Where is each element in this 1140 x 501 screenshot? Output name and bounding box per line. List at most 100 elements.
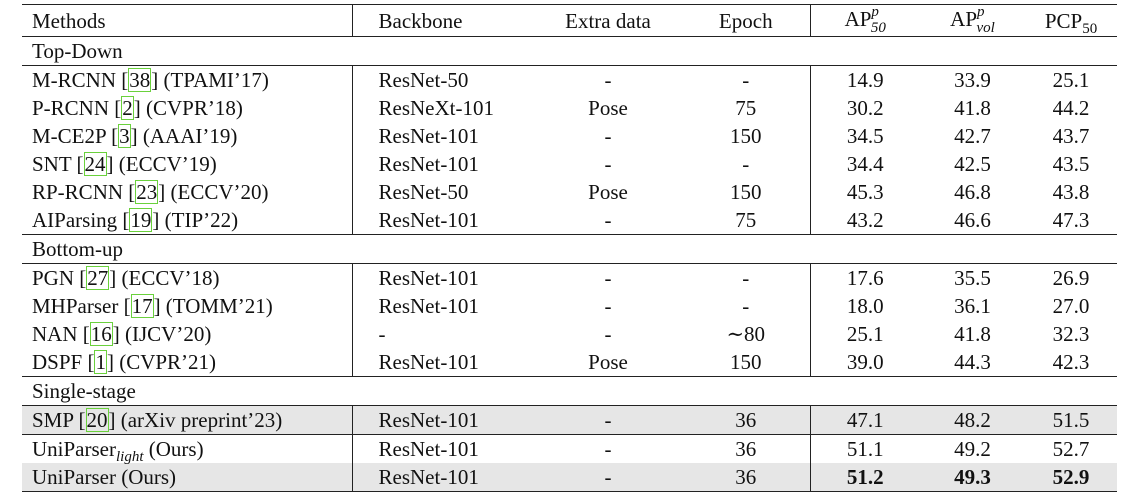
epoch-cell: 36 [682,434,811,463]
method-cell: AIParsing [19] (TIP’22) [22,206,353,235]
method-cell: SMP [20] (arXiv preprint’23) [22,405,353,435]
table-row: MHParser [17] (TOMM’21) ResNet-101 - - 18.0 3… [22,292,1117,320]
extra-data-cell: - [604,124,612,148]
ap50-cell: 45.3 [846,180,884,204]
extra-data-cell: - [604,152,612,176]
apvol-cell: 48.2 [920,405,1025,435]
epoch-cell: 150 [682,122,811,150]
table-row: DSPF [1] (CVPR’21) ResNet-101 Pose 150 39.0 4… [22,348,1117,377]
ap50-cell: 18.0 [846,294,884,318]
pcp50-cell: 32.3 [1052,322,1090,346]
pcp50-cell: 51.5 [1025,405,1117,435]
pcp50-cell: 25.1 [1052,68,1090,92]
group-single-stage: Single-stage [22,376,1117,406]
extra-data-cell: Pose [588,350,628,374]
table-row-uniparser-light: UniParserlight (Ours) ResNet-101 - 36 51… [22,434,1117,465]
extra-data-cell: - [604,208,612,232]
backbone-cell: ResNet-101 [352,405,534,435]
extra-data-cell: - [534,463,682,492]
table-row: NAN [16] (IJCV’20) - - ∼80 25.1 41.8 32.3 [22,320,1117,348]
epoch-cell: - [682,150,811,178]
ap50-cell: 39.0 [846,350,884,374]
backbone-cell: - [378,322,386,346]
pcp50-cell: 26.9 [1052,266,1090,290]
citation-link[interactable]: 17 [130,294,154,318]
extra-data-cell: - [534,405,682,435]
backbone-cell: ResNeXt-101 [378,96,494,120]
header-pcp50: PCP50 [1025,4,1117,37]
table-row-smp: SMP [20] (arXiv preprint’23) ResNet-101 … [22,405,1117,435]
pcp50-cell: 52.7 [1025,434,1117,463]
header-methods: Methods [22,4,353,37]
pcp50-cell: 43.8 [1052,180,1090,204]
ap50-cell: 34.4 [846,152,884,176]
results-table: Methods Backbone Extra data Epoch APp50 … [22,4,1117,492]
apvol-cell: 44.3 [954,350,991,374]
apvol-cell: 41.8 [954,322,991,346]
backbone-cell: ResNet-101 [378,350,479,374]
ap50-cell: 17.6 [846,266,884,290]
citation-link[interactable]: 38 [128,68,152,92]
header-backbone: Backbone [352,4,534,37]
ap50-cell: 47.1 [810,405,920,435]
epoch-cell: - [682,263,811,292]
epoch-cell: 150 [682,178,811,206]
backbone-cell: ResNet-101 [378,294,479,318]
ap50-cell: 30.2 [846,96,884,120]
pcp50-cell: 52.9 [1025,463,1117,492]
citation-link[interactable]: 20 [85,408,109,432]
backbone-cell: ResNet-101 [378,124,479,148]
citation-link[interactable]: 19 [129,208,153,232]
method-cell: PGN [27] (ECCV’18) [22,263,353,292]
extra-data-cell: - [604,68,612,92]
method-cell: UniParser (Ours) [22,463,353,492]
pcp50-cell: 43.7 [1052,124,1090,148]
citation-link[interactable]: 2 [121,96,134,120]
method-cell: M-CE2P [3] (AAAI’19) [22,122,353,150]
header-extra-data: Extra data [534,4,682,37]
header-epoch: Epoch [682,4,811,37]
table-row-uniparser: UniParser (Ours) ResNet-101 - 36 51.2 49… [22,463,1117,492]
ap50-cell: 51.2 [810,463,920,492]
pcp50-cell: 43.5 [1052,152,1090,176]
table-row: M-CE2P [3] (AAAI’19) ResNet-101 - 150 34.5 42… [22,122,1117,150]
citation-link[interactable]: 3 [118,124,131,148]
epoch-cell: 36 [682,463,811,492]
backbone-cell: ResNet-101 [378,266,479,290]
citation-link[interactable]: 16 [89,322,113,346]
apvol-cell: 46.8 [954,180,991,204]
method-cell: MHParser [17] (TOMM’21) [22,292,353,320]
citation-link[interactable]: 23 [135,180,159,204]
method-cell: RP-RCNN [23] (ECCV’20) [22,178,353,206]
header-ap50: APp50 [810,4,920,37]
extra-data-cell: Pose [588,180,628,204]
header-row: Methods Backbone Extra data Epoch APp50 … [22,4,1117,37]
epoch-cell: 75 [682,94,811,122]
epoch-cell: 75 [682,206,811,235]
citation-link[interactable]: 1 [94,350,107,374]
results-table-container: Methods Backbone Extra data Epoch APp50 … [22,4,1117,492]
pcp50-cell: 47.3 [1052,208,1090,232]
method-cell: P-RCNN [2] (CVPR’18) [22,94,353,122]
epoch-cell: 36 [682,405,811,435]
epoch-cell: 150 [682,348,811,377]
header-apvol: APpvol [920,4,1025,37]
table-row: PGN [27] (ECCV’18) ResNet-101 - - 17.6 35.5 26… [22,263,1117,292]
table-row: M-RCNN [38] (TPAMI’17) ResNet-50 - - 14.9 33.… [22,65,1117,94]
apvol-cell: 41.8 [954,96,991,120]
apvol-cell: 42.7 [954,124,991,148]
backbone-cell: ResNet-101 [378,208,479,232]
citation-link[interactable]: 24 [83,152,107,176]
apvol-cell: 36.1 [954,294,991,318]
apvol-cell: 33.9 [954,68,991,92]
epoch-cell: - [682,292,811,320]
pcp50-cell: 44.2 [1052,96,1090,120]
pcp50-cell: 27.0 [1052,294,1090,318]
citation-link[interactable]: 27 [86,266,110,290]
backbone-cell: ResNet-50 [378,180,469,204]
table-row: AIParsing [19] (TIP’22) ResNet-101 - 75 43.2… [22,206,1117,235]
method-cell: NAN [16] (IJCV’20) [22,320,353,348]
extra-data-cell: - [534,434,682,463]
backbone-cell: ResNet-101 [352,434,534,463]
apvol-cell: 49.3 [920,463,1025,492]
